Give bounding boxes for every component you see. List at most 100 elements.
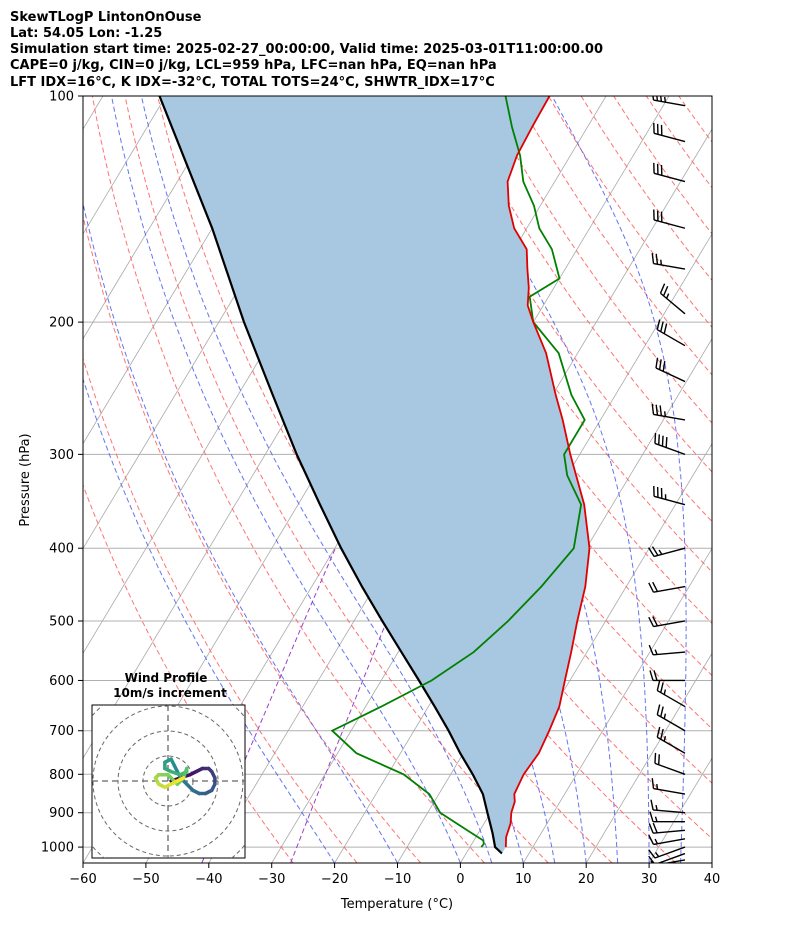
x-tick-label: −10 [384,872,411,887]
wind-barb [656,704,686,732]
x-tick-label: 10 [515,872,532,887]
dry-adiabat-line [710,96,712,98]
y-tick-label: 500 [49,614,74,629]
wind-barb-half-flag [655,852,660,858]
wind-barbs [648,96,686,863]
plot-area [83,96,712,863]
isotherm-line [83,96,230,340]
wind-barb-staff [656,329,686,347]
wind-barb-staff [656,714,686,732]
wind-barb-half-flag [660,259,663,266]
wind-barb-staff [653,262,686,270]
wind-barb-flag [651,403,655,415]
temperature-line [504,96,591,848]
wind-barb-half-flag [663,736,667,742]
wind-barb-flag [656,680,661,691]
wind-barb-staff [653,495,686,506]
moist-adiabat-line [111,96,461,863]
wind-barb-staff [654,442,686,456]
y-tick-label: 100 [49,90,74,105]
wind-barb [656,726,686,754]
wind-barb-staff [654,846,686,859]
wind-barb-staff [656,689,686,708]
x-tick-label: −60 [69,872,96,887]
wind-barb [651,778,686,795]
wind-barb-staff [653,219,686,229]
wind-barb-staff [653,132,686,143]
wind-barb-flag [655,357,659,369]
wind-barb-flag [651,546,659,556]
wind-barb [648,546,686,558]
wind-barb-flag [655,253,659,265]
x-axis: −60 −50 −40 −30 −20 −10 0 10 20 30 40 [69,863,720,887]
y-axis-label: Pressure (hPa) [18,433,33,526]
wind-barb-flag [660,706,664,717]
wind-barb [653,485,686,506]
y-tick-label: 1000 [41,841,74,856]
wind-barb-flag [656,704,661,715]
wind-barb-flag [652,96,655,101]
wind-barb-half-flag [654,816,658,822]
wind-barb-half-flag [655,805,658,811]
wind-barb [656,319,686,347]
wind-barb-half-flag [650,860,654,863]
y-tick-label: 200 [49,316,74,331]
wind-barb [650,799,686,814]
wind-barb-half-flag [656,783,659,790]
wind-barb [653,122,686,143]
moist-adiabat-line [83,377,336,863]
wind-barb-flag [659,283,666,294]
wind-barb-flag [660,728,664,740]
wind-barb-flag [648,616,655,627]
dry-adiabat-line [515,96,712,376]
wind-barb-flag [648,855,655,863]
wind-barb-staff [653,172,686,183]
dewpoint-line [330,96,586,848]
x-tick-label: 0 [456,872,464,887]
x-tick-label: −40 [195,872,222,887]
wind-barb-staff [653,585,686,593]
wind-barb-flag [662,285,669,297]
wind-barb [648,644,686,656]
wind-barb-flag [656,96,659,101]
moist-adiabat-line [432,96,650,863]
wind-barb-half-flag [663,411,666,417]
x-axis-label: Temperature (°C) [340,897,453,912]
wind-barb-flag [651,778,655,789]
dry-adiabat-line [83,214,422,863]
hodograph-plot [92,705,245,858]
wind-barb-flag [648,644,654,656]
wind-barb-staff [655,367,686,383]
wind-barb-flag [654,432,657,444]
wind-barb-flag [652,616,659,627]
wind-barb-flag [648,834,655,845]
isotherm-line [711,862,712,863]
y-tick-label: 600 [49,674,74,689]
wind-barb-half-flag [663,689,667,695]
wind-barb [654,752,686,775]
hodograph-title: Wind Profile [125,671,208,685]
wind-barb-flag [649,811,654,822]
wind-barb [648,846,686,859]
x-tick-label: 20 [578,872,595,887]
wind-barb-staff [653,547,686,558]
hodograph-segment [175,776,186,783]
isotherm-line [83,96,167,235]
isotherm-line [585,652,712,863]
wind-barb [659,283,686,315]
y-axis: 1000 900 800 700 600 500 400 300 200 100 [41,90,83,856]
y-tick-label: 900 [49,806,74,821]
hodograph-inset: Wind Profile 10m/s increment [91,671,246,859]
wind-barb-flag [648,547,655,557]
wind-barb [649,811,685,823]
wind-barb-flag [648,849,656,859]
wind-barb-flag [650,799,654,811]
wind-barb-half-flag [654,838,659,845]
wind-barb-flag [658,359,662,370]
wind-barb-half-flag [663,713,667,719]
wind-barb-half-flag [663,96,666,103]
wind-barb-flag [660,321,664,332]
cape-area [159,96,590,854]
header-times: Simulation start time: 2025-02-27_00:00:… [10,42,603,57]
